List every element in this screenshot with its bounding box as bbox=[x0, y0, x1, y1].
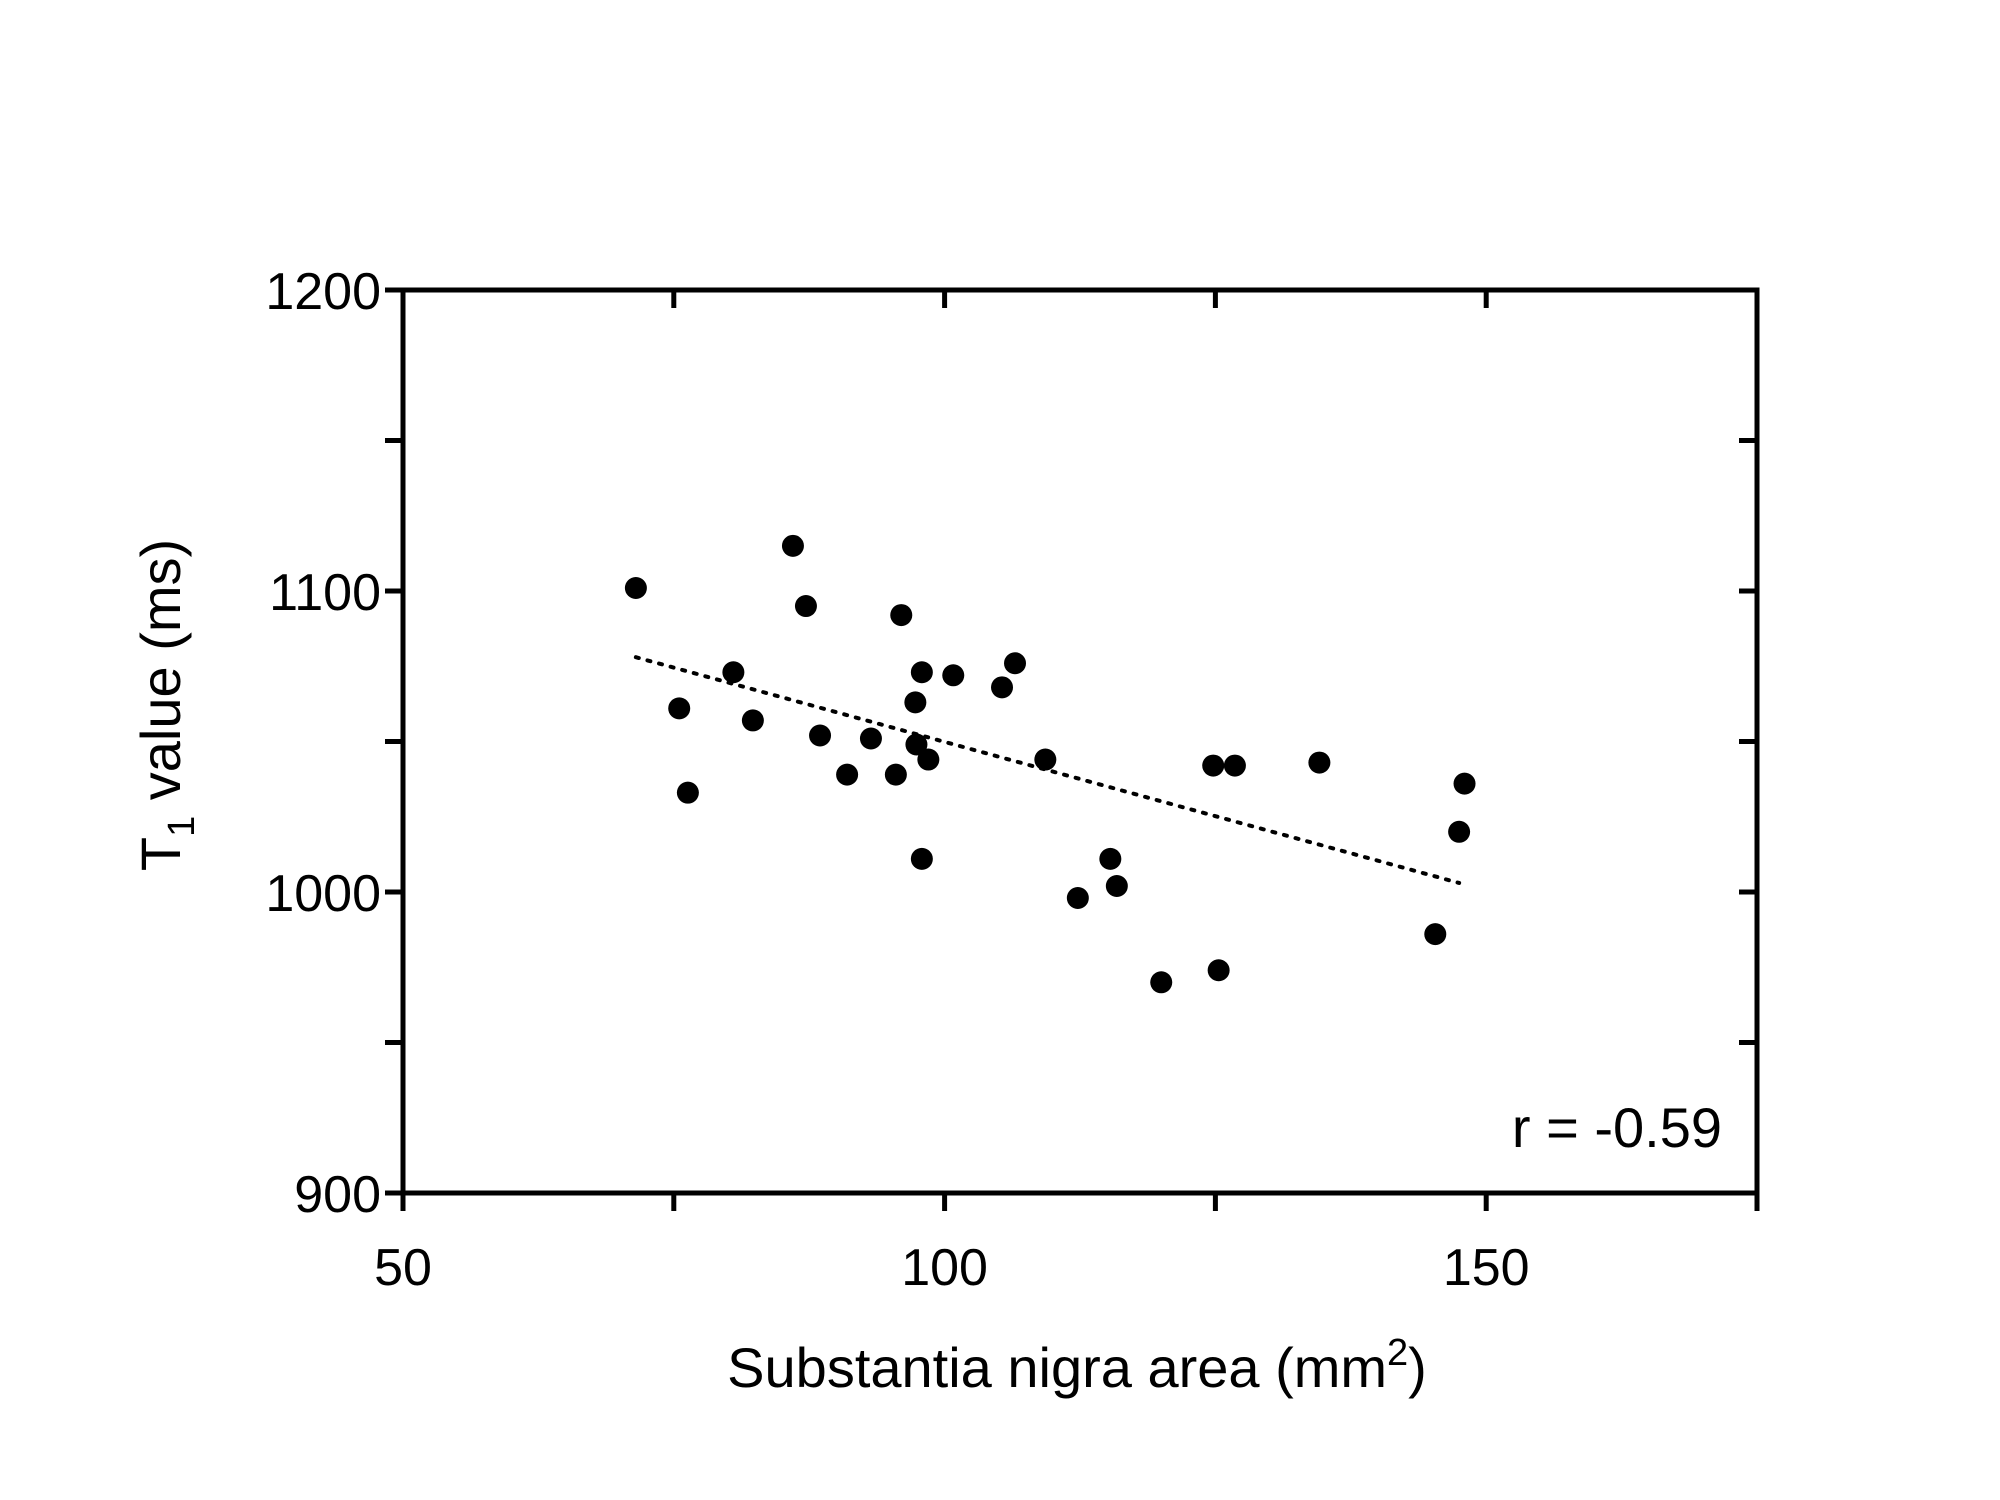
y-tick-label: 900 bbox=[294, 1166, 381, 1224]
data-point bbox=[1207, 959, 1230, 982]
trend-line bbox=[633, 655, 1462, 885]
data-point bbox=[1099, 847, 1122, 870]
axis-ticks bbox=[385, 287, 1760, 1211]
data-point bbox=[624, 576, 647, 599]
data-points bbox=[624, 534, 1476, 994]
data-point bbox=[991, 676, 1014, 699]
y-axis-label: T1 value (ms) bbox=[129, 539, 203, 871]
data-point bbox=[668, 697, 691, 720]
plot-frame bbox=[400, 287, 1760, 1196]
data-point bbox=[1105, 874, 1128, 897]
data-point bbox=[794, 595, 817, 618]
data-point bbox=[905, 733, 928, 756]
data-point bbox=[1066, 887, 1089, 910]
data-point bbox=[1202, 754, 1225, 777]
data-point bbox=[859, 727, 882, 750]
x-tick-label: 100 bbox=[901, 1239, 988, 1297]
data-point bbox=[809, 724, 832, 747]
data-point bbox=[1223, 754, 1246, 777]
y-axis-label-main: T bbox=[129, 837, 192, 871]
data-point bbox=[884, 763, 907, 786]
data-point bbox=[917, 748, 940, 771]
x-axis-label: Substantia nigra area (mm2) bbox=[727, 1332, 1427, 1399]
correlation-annotation: r = -0.59 bbox=[1512, 1096, 1722, 1159]
x-tick-label: 50 bbox=[374, 1239, 432, 1297]
data-point bbox=[910, 847, 933, 870]
y-tick-label: 1000 bbox=[265, 865, 381, 923]
data-point bbox=[904, 691, 927, 714]
data-point bbox=[1004, 652, 1027, 675]
data-point bbox=[722, 661, 745, 684]
data-point bbox=[1034, 748, 1057, 771]
data-point bbox=[1150, 971, 1173, 994]
data-point bbox=[910, 661, 933, 684]
x-tick-label: 150 bbox=[1443, 1239, 1530, 1297]
data-point bbox=[836, 763, 859, 786]
x-axis-label-superscript: 2 bbox=[1387, 1332, 1408, 1374]
data-point bbox=[1453, 772, 1476, 795]
data-point bbox=[741, 709, 764, 732]
data-point bbox=[942, 664, 965, 687]
data-point bbox=[676, 781, 699, 804]
data-point bbox=[890, 604, 913, 627]
data-point bbox=[1448, 820, 1471, 843]
y-tick-label: 1200 bbox=[265, 263, 381, 321]
x-axis-label-main: Substantia nigra area (mm bbox=[727, 1336, 1387, 1399]
data-point bbox=[1308, 751, 1331, 774]
data-point bbox=[781, 534, 804, 557]
y-axis-label-subscript: 1 bbox=[161, 816, 203, 837]
y-tick-label: 1100 bbox=[269, 564, 381, 622]
y-axis-label-tail: value (ms) bbox=[129, 539, 192, 816]
x-axis-label-tail: ) bbox=[1408, 1336, 1427, 1399]
tick-labels: 50 100 150 900 1000 1100 1200 bbox=[265, 263, 1529, 1297]
data-point bbox=[1424, 923, 1447, 946]
